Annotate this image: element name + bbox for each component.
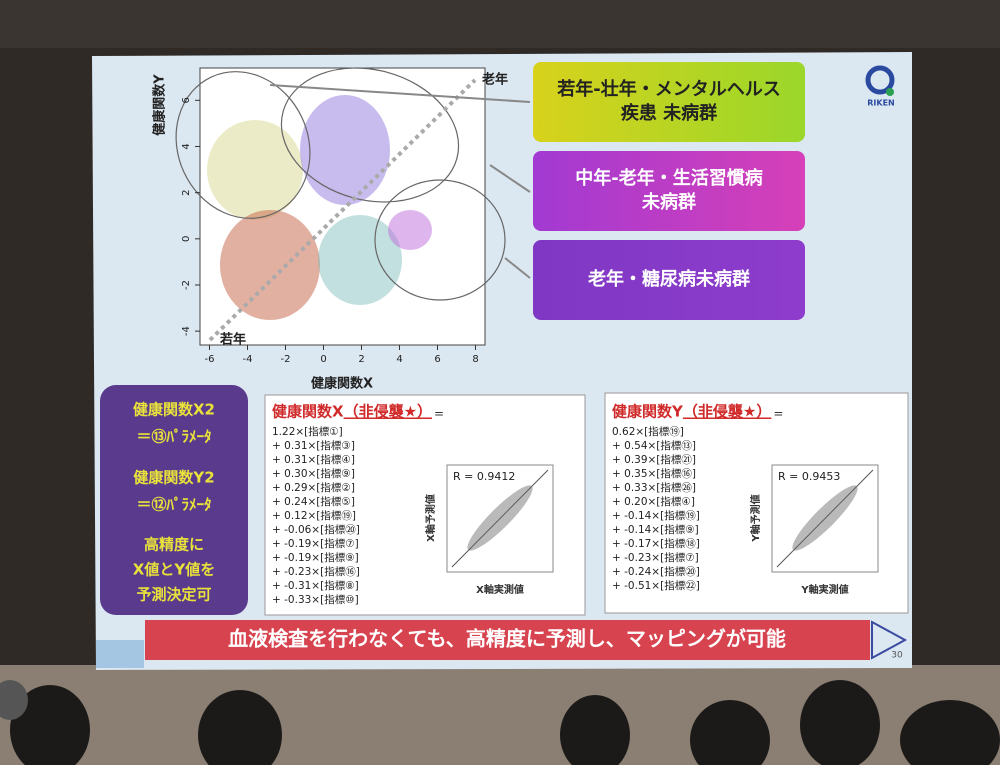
next-arrow [871, 620, 908, 660]
panel-equals: = [773, 407, 783, 421]
panel-title: 健康関数Y [612, 403, 684, 421]
group-box [533, 62, 805, 142]
group-label: 中年-老年・生活習慣病 [575, 167, 762, 189]
summary-line: 健康関数Y2 [133, 469, 214, 487]
y-tick-label: -4 [181, 326, 192, 336]
group-arrows [269, 84, 531, 279]
formula-term: + -0.06×[指標⑳] [272, 523, 360, 536]
inset-trend [776, 469, 874, 568]
group-box [533, 240, 805, 320]
formula-term: + -0.17×[指標⑱] [612, 537, 700, 550]
formula-term: + 0.35×[指標⑯] [612, 467, 696, 480]
formula-term: + -0.24×[指標⑳] [612, 565, 700, 578]
formula-term: 0.62×[指標⑲] [612, 425, 684, 438]
x-tick-label: -2 [281, 354, 291, 365]
inset-r: R = 0.9453 [778, 470, 840, 483]
formula-term: + -0.23×[指標⑯] [272, 565, 360, 578]
x-tick-label: 8 [472, 354, 478, 365]
formula-term: + 0.24×[指標⑤] [272, 495, 355, 508]
page-number: 30 [891, 651, 903, 661]
formula-term: + -0.14×[指標⑨] [612, 523, 699, 536]
formula-term: + 0.31×[指標③] [272, 439, 355, 452]
group-label: 疾患 未病群 [621, 102, 717, 124]
logo-dot [886, 88, 894, 96]
formula-term: + -0.19×[指標⑨] [272, 551, 359, 564]
inset-trend [451, 469, 549, 568]
group-label: 老年・糖尿病未病群 [588, 268, 750, 290]
formula-term: + -0.51×[指標㉒] [612, 579, 700, 592]
x-tick-label: 6 [434, 354, 440, 365]
audience [0, 680, 1000, 765]
formula-term: + 0.30×[指標⑨] [272, 467, 355, 480]
summary-line: ＝⑫ﾊﾟﾗﾒｰﾀ [136, 496, 211, 514]
summary-line: 高精度に [144, 536, 204, 554]
formula-term: + 0.54×[指標⑬] [612, 439, 696, 452]
summary-line: X値とY値を [133, 561, 215, 579]
summary-line: 予測決定可 [136, 586, 211, 604]
logo-mark [865, 65, 895, 95]
panel-title-note: （非侵襲★） [344, 403, 432, 421]
y-tick-label: 2 [181, 189, 192, 195]
formula-term: + 0.31×[指標④] [272, 453, 355, 466]
formula-term: + -0.33×[指標⑩] [272, 593, 359, 606]
logo-text: RIKEN [867, 99, 895, 108]
cluster-shading [207, 95, 432, 320]
x-tick-label: -6 [205, 354, 215, 365]
group-label: 若年-壮年・メンタルヘルス [556, 78, 780, 100]
y-tick-label: 6 [181, 97, 192, 103]
age-label: 老年 [481, 72, 508, 88]
formula-term: + -0.19×[指標⑦] [272, 537, 359, 550]
y-axis-label: 健康関数Y [152, 74, 168, 136]
corner-decoration [96, 640, 144, 668]
x-axis-label: 健康関数X [311, 376, 373, 392]
formula-term: + 0.12×[指標⑲] [272, 509, 356, 522]
x-tick-label: 2 [358, 354, 364, 365]
group-box [533, 151, 805, 231]
summary-line: ＝⑬ﾊﾟﾗﾒｰﾀ [136, 428, 211, 446]
footer-banner [145, 620, 870, 660]
formula-term: + 0.20×[指標④] [612, 495, 695, 508]
inset-x-label: X軸実測値 [476, 583, 524, 596]
inset-x-label: Y軸実測値 [800, 583, 848, 596]
inset-cloud [792, 485, 858, 551]
y-tick-label: 0 [181, 236, 192, 242]
group-label: 未病群 [642, 191, 696, 213]
formula-term: 1.22×[指標①] [272, 425, 343, 438]
formula-term: + 0.33×[指標㉖] [612, 481, 696, 494]
inset-y-label: X軸予測値 [424, 494, 437, 542]
formula-term: + -0.23×[指標⑦] [612, 551, 699, 564]
panel-title: 健康関数X [272, 403, 344, 421]
x-tick-label: 4 [396, 354, 402, 365]
formula-term: + 0.29×[指標②] [272, 481, 355, 494]
summary-line: 健康関数X2 [133, 401, 215, 419]
panel-equals: = [434, 407, 444, 421]
x-tick-label: 0 [320, 354, 326, 365]
panel-title-note: （非侵襲★） [683, 403, 771, 421]
formula-term: + -0.31×[指標⑧] [272, 579, 359, 592]
summary-box [100, 385, 248, 615]
footer-text: 血液検査を行わなくても、高精度に予測し、マッピングが可能 [228, 627, 786, 651]
y-tick-label: -2 [181, 280, 192, 290]
formula-term: + 0.39×[指標㉑] [612, 453, 696, 466]
ceiling [0, 0, 1000, 48]
y-tick-label: 4 [181, 143, 192, 149]
inset-r: R = 0.9412 [453, 470, 515, 483]
inset-y-label: Y軸予測値 [749, 494, 762, 542]
inset-cloud [467, 485, 533, 551]
formula-term: + -0.14×[指標⑲] [612, 509, 700, 522]
age-arrow [208, 78, 477, 342]
age-label: 若年 [219, 332, 246, 348]
x-tick-label: -4 [243, 354, 253, 365]
